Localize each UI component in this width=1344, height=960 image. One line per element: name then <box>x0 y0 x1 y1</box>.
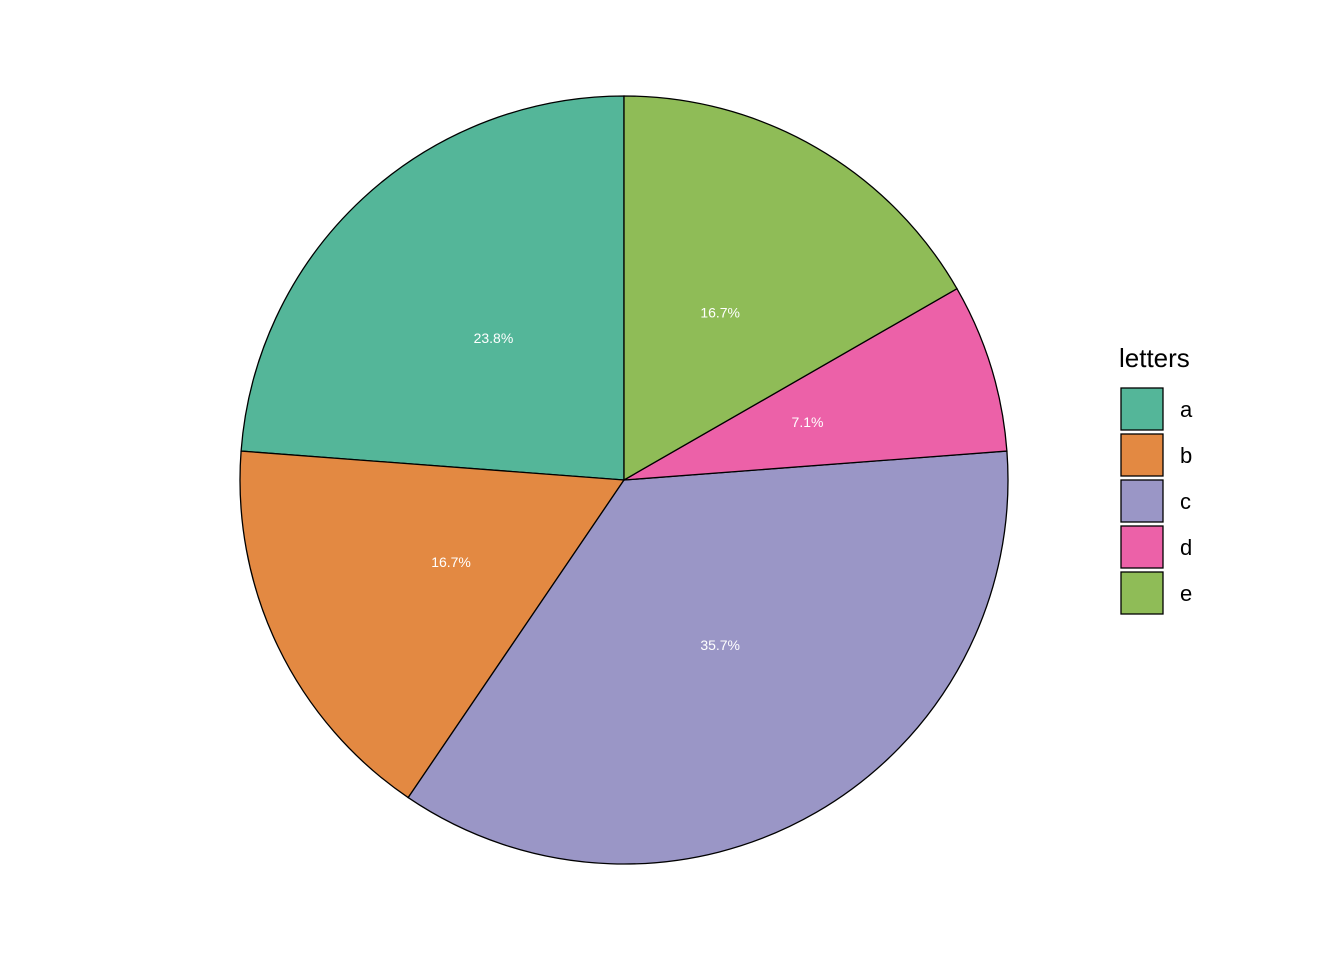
data-label: 35.7% <box>700 637 740 653</box>
legend-label: d <box>1180 535 1192 560</box>
legend-label: e <box>1180 581 1192 606</box>
legend-key <box>1120 479 1164 523</box>
data-label: 16.7% <box>700 305 740 321</box>
pie-slice <box>623 287 1008 481</box>
legend-label: b <box>1180 443 1192 468</box>
legend-key <box>1120 433 1164 477</box>
legend-key <box>1120 525 1164 569</box>
legend-title: letters <box>1119 343 1190 373</box>
legend-label: c <box>1180 489 1191 514</box>
legend-key <box>1120 571 1164 615</box>
pie-slice <box>239 450 626 799</box>
legend-key <box>1120 387 1164 431</box>
pie-slice <box>407 450 1009 865</box>
pie-slice <box>623 95 958 482</box>
legend-label: a <box>1180 397 1193 422</box>
pie-slice <box>240 95 625 481</box>
data-label: 16.7% <box>431 554 471 570</box>
data-label: 23.8% <box>474 330 514 346</box>
data-label: 7.1% <box>792 414 824 430</box>
